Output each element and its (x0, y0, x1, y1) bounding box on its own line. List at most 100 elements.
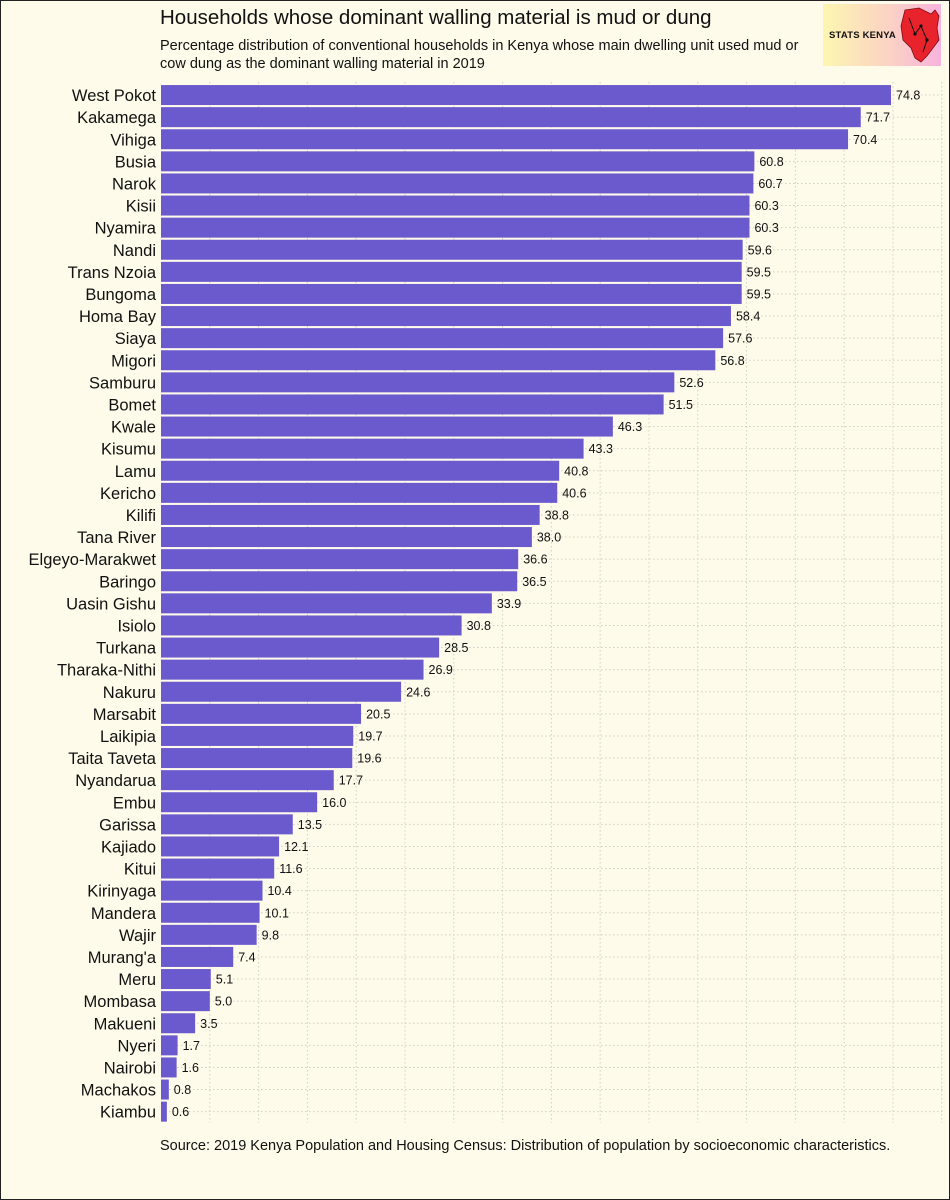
bar (161, 527, 532, 548)
bar (161, 615, 462, 636)
value-label: 74.8 (896, 89, 920, 103)
value-label: 57.6 (728, 332, 752, 346)
category-label: Kilifi (126, 507, 156, 525)
bar (161, 703, 362, 724)
value-label: 1.6 (182, 1061, 199, 1075)
value-label: 60.7 (758, 177, 782, 191)
value-label: 59.5 (747, 265, 771, 279)
category-label: Nakuru (103, 684, 156, 702)
category-label: Homa Bay (79, 308, 157, 326)
value-label: 16.0 (322, 796, 346, 810)
bar (161, 991, 210, 1012)
value-label: 60.3 (754, 221, 778, 235)
category-label: Kwale (111, 419, 156, 437)
bar-layer (161, 85, 891, 1122)
value-label: 46.3 (618, 420, 642, 434)
value-label: 20.5 (366, 707, 390, 721)
category-label: Garissa (99, 816, 157, 834)
category-label: Murang'a (88, 949, 157, 967)
source-caption: Source: 2019 Kenya Population and Housin… (160, 1138, 891, 1154)
category-label: Bungoma (85, 286, 156, 304)
value-label: 71.7 (866, 111, 890, 125)
category-label: Laikipia (100, 728, 157, 746)
category-label: Uasin Gishu (66, 595, 156, 613)
value-label: 38.0 (537, 531, 561, 545)
bar (161, 1057, 177, 1078)
bar (161, 195, 750, 216)
value-label: 43.3 (589, 442, 613, 456)
value-label: 52.6 (679, 376, 703, 390)
bar (161, 571, 518, 592)
value-label: 9.8 (262, 928, 279, 942)
bar (161, 924, 257, 945)
category-label: Siaya (115, 330, 157, 348)
value-label: 36.5 (522, 575, 546, 589)
category-label: Bomet (108, 396, 156, 414)
bar (161, 969, 211, 990)
value-label: 28.5 (444, 641, 468, 655)
chart-title: Households whose dominant walling materi… (160, 6, 712, 29)
bar (161, 504, 540, 525)
bar (161, 637, 440, 658)
value-label: 40.6 (562, 486, 586, 500)
value-label: 11.6 (279, 862, 302, 876)
value-label: 13.5 (298, 818, 322, 832)
value-label: 33.9 (497, 597, 521, 611)
bar (161, 261, 742, 282)
bar (161, 1013, 196, 1034)
category-label: Migori (111, 352, 156, 370)
category-label: Kericho (100, 485, 156, 503)
value-label: 24.6 (406, 685, 430, 699)
category-label: Kitui (124, 861, 156, 879)
value-label: 59.5 (747, 287, 771, 301)
value-label: 10.4 (267, 884, 291, 898)
category-label: Wajir (119, 927, 156, 945)
category-label: Machakos (81, 1082, 156, 1100)
bar (161, 549, 519, 570)
bar (161, 107, 861, 128)
bar (161, 328, 724, 349)
bar (161, 748, 353, 769)
category-label: Nyamira (95, 220, 157, 238)
category-label: Isiolo (117, 617, 156, 635)
value-label: 38.8 (545, 508, 569, 522)
bar (161, 85, 891, 106)
category-label: Lamu (115, 463, 156, 481)
category-label: Nyandarua (75, 772, 157, 790)
logo-text: STATS KENYA (829, 30, 896, 41)
category-label: Tana River (77, 529, 156, 547)
bar (161, 902, 260, 923)
bar (161, 1035, 178, 1056)
bar (161, 306, 731, 327)
bar (161, 416, 613, 437)
bar (161, 129, 849, 150)
bar (161, 946, 234, 967)
category-label: Meru (118, 971, 156, 989)
category-label: Vihiga (110, 131, 156, 149)
category-label: Kirinyaga (87, 883, 157, 901)
category-label: Kiambu (100, 1104, 156, 1122)
stats-kenya-logo: STATS KENYA (823, 4, 941, 66)
category-label: Mombasa (84, 993, 157, 1011)
bar (161, 1101, 167, 1122)
value-label: 36.6 (523, 553, 547, 567)
category-label: Mandera (91, 905, 157, 923)
kenya-map-icon (900, 7, 940, 63)
category-label: Kakamega (77, 109, 157, 127)
bar (161, 770, 334, 791)
bar (161, 593, 492, 614)
bar (161, 217, 750, 238)
bar (161, 239, 743, 260)
value-label: 5.0 (215, 995, 232, 1009)
category-label: Baringo (99, 573, 156, 591)
value-label: 60.8 (759, 155, 783, 169)
value-label: 51.5 (669, 398, 693, 412)
category-label: Makueni (94, 1015, 156, 1033)
value-label: 58.4 (736, 310, 760, 324)
value-label: 12.1 (284, 840, 308, 854)
bar (161, 151, 755, 172)
category-label: Kisii (126, 198, 156, 216)
bar (161, 372, 675, 393)
category-label: Nandi (113, 242, 156, 260)
category-label: Turkana (96, 640, 157, 658)
